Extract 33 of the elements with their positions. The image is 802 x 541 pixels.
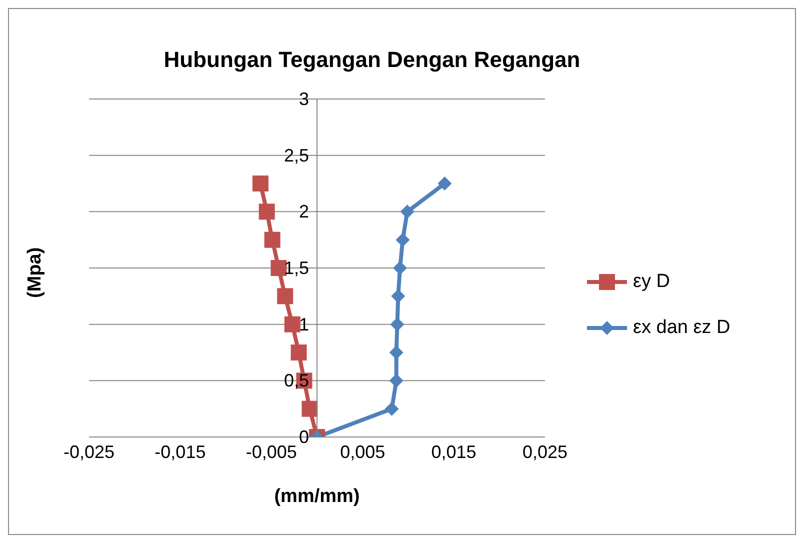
point	[396, 232, 410, 247]
point	[290, 344, 307, 360]
y-tick-label: 3	[298, 89, 309, 109]
point	[389, 346, 404, 360]
y-tick-label: 2	[298, 202, 309, 222]
point	[258, 204, 275, 220]
point	[392, 261, 407, 275]
y-axis-title: (Mpa)	[24, 247, 46, 298]
point	[252, 176, 268, 192]
point	[284, 316, 300, 332]
y-tick-label: 0	[298, 427, 309, 447]
point	[390, 317, 404, 332]
x-tick-label: -0,015	[154, 442, 206, 462]
point	[391, 289, 406, 304]
x-tick-label: 0,005	[340, 442, 386, 462]
x-tick-label: 0,025	[522, 442, 568, 462]
y-tick-label: 1	[298, 314, 309, 334]
y-tick-label: 0,5	[284, 370, 309, 391]
y-tick-label: 2,5	[284, 145, 309, 166]
point	[264, 232, 280, 248]
point	[302, 400, 318, 417]
point	[400, 204, 414, 219]
legend-label: εy D	[633, 271, 670, 293]
point	[384, 402, 399, 416]
chart-title: Hubungan Tegangan Dengan Regangan	[162, 47, 582, 74]
point	[389, 374, 404, 388]
x-tick-label: -0,005	[246, 442, 297, 462]
x-tick-label: 0,015	[431, 442, 476, 462]
x-axis-title: (mm/mm)	[274, 486, 360, 507]
legend-label: εx dan εz D	[633, 317, 730, 339]
x-tick-label: -0,025	[63, 442, 115, 462]
point	[438, 176, 452, 190]
point	[277, 288, 294, 304]
